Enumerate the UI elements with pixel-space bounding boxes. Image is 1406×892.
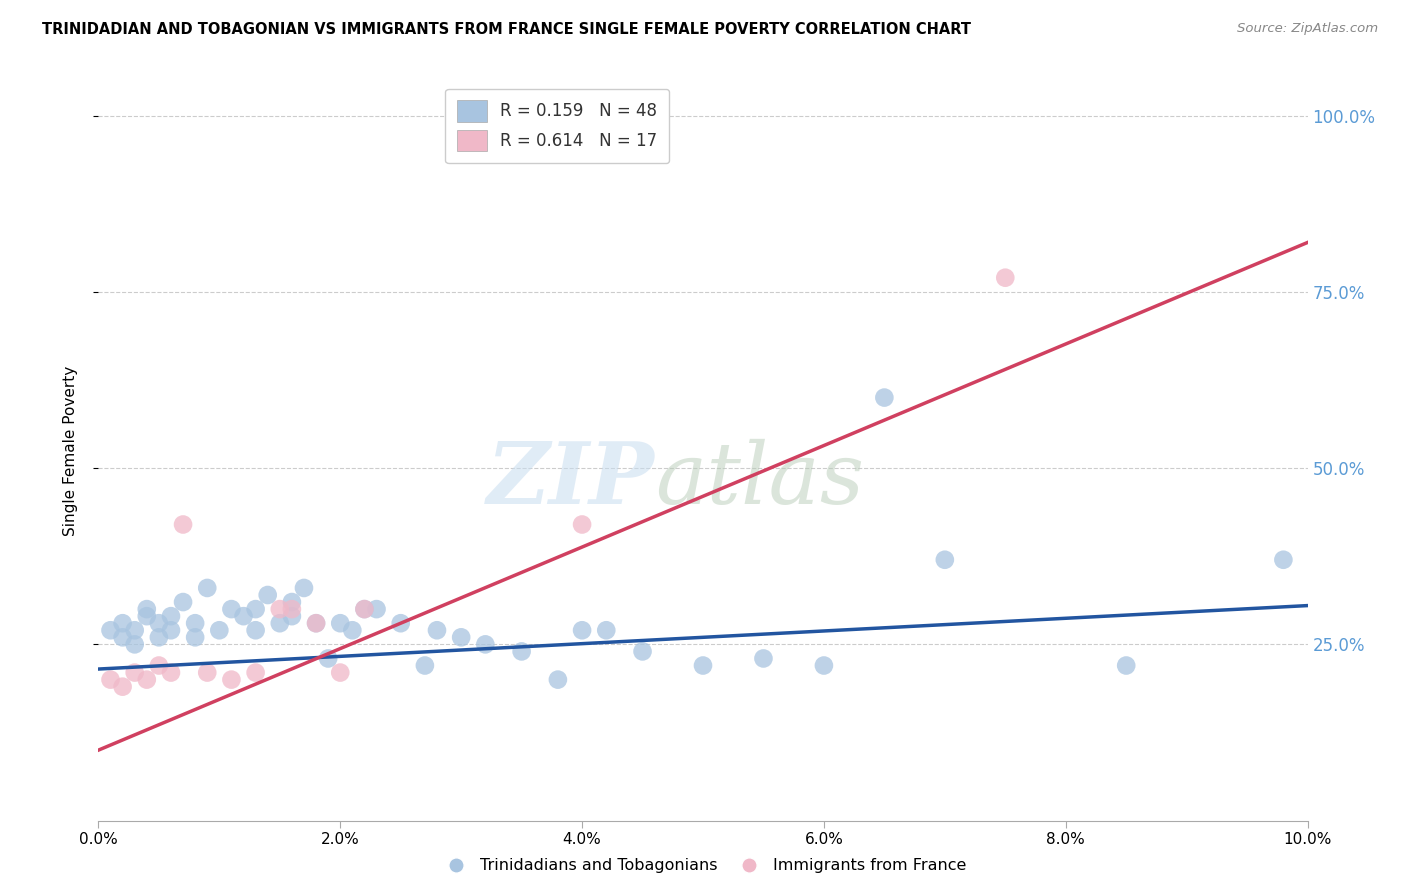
Point: [111, 630, 134, 644]
Point: [692, 658, 714, 673]
Point: [135, 609, 157, 624]
Point: [571, 517, 593, 532]
Point: [813, 658, 835, 673]
Point: [135, 602, 157, 616]
Point: [160, 624, 183, 638]
Point: [595, 624, 617, 638]
Point: [184, 616, 207, 631]
Point: [873, 391, 896, 405]
Point: [1272, 553, 1295, 567]
Point: [305, 616, 328, 631]
Point: [342, 624, 364, 638]
Point: [329, 665, 352, 680]
Point: [195, 581, 218, 595]
Point: [221, 673, 243, 687]
Point: [135, 673, 157, 687]
Point: [547, 673, 569, 687]
Point: [256, 588, 278, 602]
Legend: R = 0.159   N = 48, R = 0.614   N = 17: R = 0.159 N = 48, R = 0.614 N = 17: [446, 88, 669, 163]
Point: [305, 616, 328, 631]
Point: [160, 665, 183, 680]
Text: TRINIDADIAN AND TOBAGONIAN VS IMMIGRANTS FROM FRANCE SINGLE FEMALE POVERTY CORRE: TRINIDADIAN AND TOBAGONIAN VS IMMIGRANTS…: [42, 22, 972, 37]
Point: [232, 609, 254, 624]
Point: [292, 581, 315, 595]
Point: [184, 630, 207, 644]
Point: [994, 270, 1017, 285]
Point: [316, 651, 339, 665]
Point: [111, 616, 134, 631]
Point: [245, 602, 267, 616]
Point: [269, 616, 291, 631]
Point: [269, 602, 291, 616]
Text: ZIP: ZIP: [486, 438, 655, 522]
Point: [934, 553, 956, 567]
Point: [208, 624, 231, 638]
Point: [450, 630, 472, 644]
Point: [571, 624, 593, 638]
Point: [426, 624, 449, 638]
Text: atlas: atlas: [655, 439, 863, 522]
Point: [631, 644, 654, 658]
Point: [148, 630, 170, 644]
Point: [413, 658, 436, 673]
Point: [100, 673, 122, 687]
Point: [281, 595, 304, 609]
Point: [195, 665, 218, 680]
Point: [245, 665, 267, 680]
Point: [329, 616, 352, 631]
Point: [353, 602, 375, 616]
Point: [100, 624, 122, 638]
Point: [124, 624, 146, 638]
Point: [160, 609, 183, 624]
Point: [366, 602, 388, 616]
Point: [124, 637, 146, 651]
Point: [510, 644, 533, 658]
Point: [474, 637, 496, 651]
Legend: Trinidadians and Tobagonians, Immigrants from France: Trinidadians and Tobagonians, Immigrants…: [433, 852, 973, 880]
Point: [148, 658, 170, 673]
Point: [1115, 658, 1137, 673]
Point: [172, 595, 194, 609]
Y-axis label: Single Female Poverty: Single Female Poverty: [63, 366, 77, 535]
Point: [124, 665, 146, 680]
Point: [752, 651, 775, 665]
Point: [148, 616, 170, 631]
Point: [172, 517, 194, 532]
Point: [245, 624, 267, 638]
Point: [389, 616, 412, 631]
Point: [281, 609, 304, 624]
Point: [281, 602, 304, 616]
Point: [221, 602, 243, 616]
Point: [353, 602, 375, 616]
Text: Source: ZipAtlas.com: Source: ZipAtlas.com: [1237, 22, 1378, 36]
Point: [111, 680, 134, 694]
